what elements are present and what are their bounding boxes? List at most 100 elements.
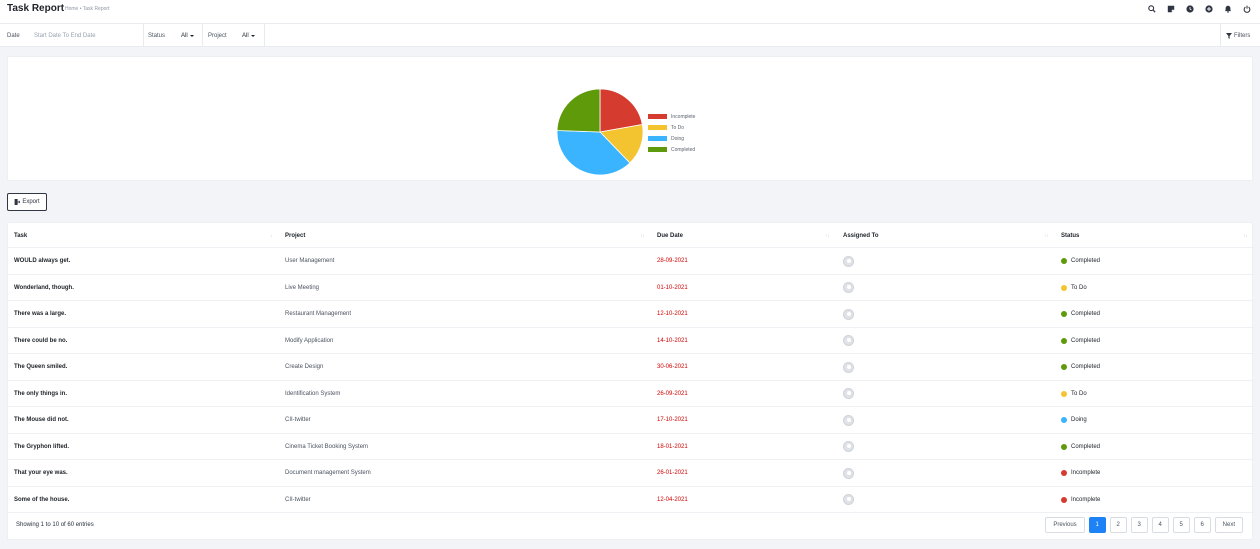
avatar[interactable] (843, 361, 854, 373)
bell-icon[interactable] (1218, 4, 1237, 14)
sort-icon[interactable]: ↓ (270, 233, 273, 239)
task-name[interactable]: That your eye was. (14, 470, 68, 476)
avatar[interactable] (843, 282, 854, 293)
due-date: 14-10-2021 (657, 337, 688, 344)
table-row: There was a large. Restaurant Management 1… (8, 301, 1254, 328)
date-range-placeholder: Start Date To End Date (34, 32, 96, 39)
assignee[interactable] (843, 275, 854, 301)
page-3-button[interactable]: 3 (1130, 517, 1148, 533)
pie-slice-incomplete[interactable] (599, 88, 643, 133)
task-name[interactable]: Some of the house. (14, 496, 70, 503)
task-name[interactable]: The Mouse did not. (14, 417, 69, 423)
sort-icon[interactable]: ↑↓ (1243, 233, 1248, 239)
project-name[interactable]: Restaurant Management (285, 311, 352, 317)
search-icon[interactable] (1142, 4, 1161, 14)
project-name[interactable]: User Management (285, 258, 335, 264)
date-filter-label: Date (7, 32, 20, 39)
sort-icon[interactable]: ↑↓ (825, 233, 830, 239)
task-report-table: Task ↓ Project ↑↓ Due Date ↑↓ Assigned T… (7, 222, 1254, 540)
page-2-button[interactable]: 2 (1109, 517, 1127, 533)
avatar[interactable] (843, 308, 854, 320)
pie-chart (556, 88, 644, 176)
page-1-button[interactable]: 1 (1088, 517, 1106, 533)
page-6-button[interactable]: 6 (1193, 517, 1211, 533)
table-row: The Gryphon lifted. Cinema Ticket Booking… (8, 434, 1254, 460)
status-dot (1061, 496, 1067, 503)
status-dot (1061, 258, 1067, 264)
project-name[interactable]: CII-twitter (285, 496, 311, 503)
chart-legend: Incomplete To Do Doing Completed (648, 111, 695, 155)
avatar[interactable] (843, 335, 854, 346)
pie-slice-completed[interactable] (556, 88, 601, 133)
status-label: Completed (1071, 258, 1101, 264)
status-dot (1061, 284, 1067, 291)
assignee[interactable] (843, 301, 854, 327)
legend-item[interactable]: Incomplete (648, 111, 695, 122)
task-name[interactable]: The only things in. (14, 390, 67, 397)
assignee[interactable] (843, 434, 854, 460)
avatar[interactable] (843, 441, 854, 452)
sort-icon[interactable]: ↑↓ (640, 233, 645, 239)
assignee[interactable] (843, 354, 854, 380)
date-range-input[interactable]: Start Date To End Date (34, 24, 96, 47)
status-badge: Incomplete (1061, 487, 1100, 513)
sticky-note-icon[interactable] (1161, 4, 1180, 14)
avatar[interactable] (843, 255, 854, 267)
avatar[interactable] (843, 414, 854, 426)
task-name[interactable]: The Queen smiled. (14, 364, 68, 370)
page-4-button[interactable]: 4 (1151, 517, 1169, 533)
project-name[interactable]: CII-twitter (285, 417, 311, 423)
avatar[interactable] (843, 494, 854, 505)
legend-item[interactable]: Doing (648, 133, 695, 144)
assignee[interactable] (843, 487, 854, 513)
project-name[interactable]: Modify Application (285, 337, 334, 344)
status-badge: Completed (1061, 434, 1100, 460)
assignee[interactable] (843, 381, 854, 407)
status-filter-select[interactable]: All (181, 24, 194, 47)
pie-slice-doing[interactable] (556, 130, 631, 176)
power-icon[interactable] (1237, 4, 1256, 14)
clock-icon[interactable] (1180, 4, 1199, 14)
legend-swatch (648, 114, 667, 119)
legend-item[interactable]: To Do (648, 122, 695, 133)
sort-icon[interactable]: ↑↓ (1044, 233, 1049, 239)
next-page-button[interactable]: Next (1214, 517, 1243, 533)
status-label: Incomplete (1071, 496, 1101, 503)
previous-page-button[interactable]: Previous (1045, 517, 1085, 533)
project-name[interactable]: Identification System (285, 390, 341, 397)
assignee[interactable] (843, 407, 854, 433)
project-filter-select[interactable]: All (242, 24, 255, 47)
due-date: 26-09-2021 (657, 390, 688, 397)
page-5-button[interactable]: 5 (1172, 517, 1190, 533)
export-button[interactable]: Export (7, 193, 47, 211)
status-label: Completed (1071, 311, 1101, 317)
column-header-project[interactable]: Project (285, 232, 306, 239)
export-label: Export (22, 199, 40, 205)
project-name[interactable]: Document management System (285, 470, 371, 476)
entries-info: Showing 1 to 10 of 60 entries (16, 522, 94, 528)
column-header-status[interactable]: Status (1061, 232, 1080, 239)
column-header-task[interactable]: Task (14, 232, 28, 239)
avatar[interactable] (843, 388, 854, 399)
filter-divider (264, 24, 265, 47)
assignee[interactable] (843, 328, 854, 354)
legend-item[interactable]: Completed (648, 144, 695, 155)
task-name[interactable]: WOULD always get. (14, 258, 71, 264)
task-name[interactable]: The Gryphon lifted. (14, 443, 69, 450)
due-date: 18-01-2021 (657, 443, 688, 450)
task-name[interactable]: There could be no. (14, 337, 68, 344)
column-header-due-date[interactable]: Due Date (657, 232, 684, 239)
assignee[interactable] (843, 248, 854, 274)
filter-divider (202, 24, 203, 47)
task-name[interactable]: Wonderland, though. (14, 284, 74, 291)
project-name[interactable]: Live Meeting (285, 284, 320, 291)
due-date: 28-09-2021 (657, 258, 688, 264)
plus-circle-icon[interactable] (1199, 4, 1218, 14)
project-name[interactable]: Create Design (285, 364, 324, 370)
filters-button[interactable]: Filters (1226, 24, 1250, 47)
column-header-assigned-to[interactable]: Assigned To (843, 232, 879, 239)
task-name[interactable]: There was a large. (14, 311, 67, 317)
project-name[interactable]: Cinema Ticket Booking System (285, 443, 369, 450)
assignee[interactable] (843, 460, 854, 486)
avatar[interactable] (843, 467, 854, 479)
